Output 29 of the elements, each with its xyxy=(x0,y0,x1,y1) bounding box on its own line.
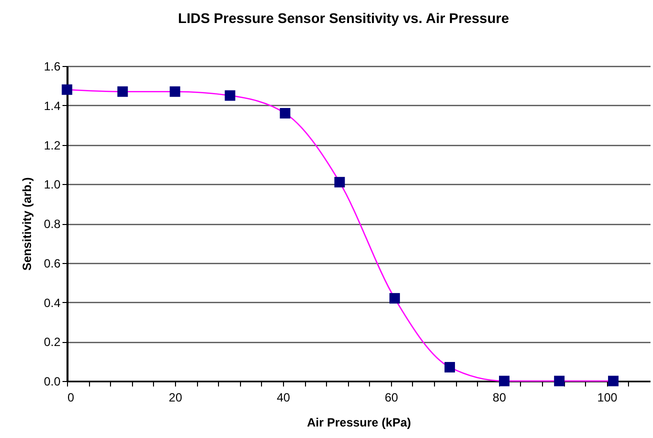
x-tick-label: 20 xyxy=(168,390,182,404)
x-tick-label: 40 xyxy=(276,390,290,404)
y-axis-title: Sensitivity (arb.) xyxy=(20,177,34,271)
point xyxy=(444,362,455,372)
point xyxy=(62,84,72,95)
point xyxy=(608,376,619,386)
y-tick-label: 0.6 xyxy=(44,256,61,270)
y-tick-label: 0.4 xyxy=(44,296,61,310)
chart-title: LIDS Pressure Sensor Sensitivity vs. Air Pressure xyxy=(178,10,510,26)
point xyxy=(117,86,128,97)
y-tick-label: 1.4 xyxy=(44,98,61,113)
y-tick-label: 1.2 xyxy=(44,138,61,152)
point xyxy=(224,90,236,101)
x-tick-label: 100 xyxy=(597,390,618,404)
y-tick-label: 1.6 xyxy=(44,60,61,74)
y-tick-label: 1.0 xyxy=(44,178,61,192)
y-tick-label: 0.2 xyxy=(44,335,61,350)
point xyxy=(280,108,290,118)
point xyxy=(389,293,400,304)
point xyxy=(170,86,180,97)
point xyxy=(554,376,565,386)
x-tick-label: 80 xyxy=(492,390,506,404)
y-tick-label: 0.0 xyxy=(44,374,61,388)
y-tick-label: 0.8 xyxy=(44,217,61,231)
x-tick-label: 0 xyxy=(68,390,74,404)
x-axis-title: Air Pressure (kPa) xyxy=(306,416,412,430)
point xyxy=(334,176,345,188)
point xyxy=(499,376,510,386)
x-tick-label: 60 xyxy=(384,390,398,404)
